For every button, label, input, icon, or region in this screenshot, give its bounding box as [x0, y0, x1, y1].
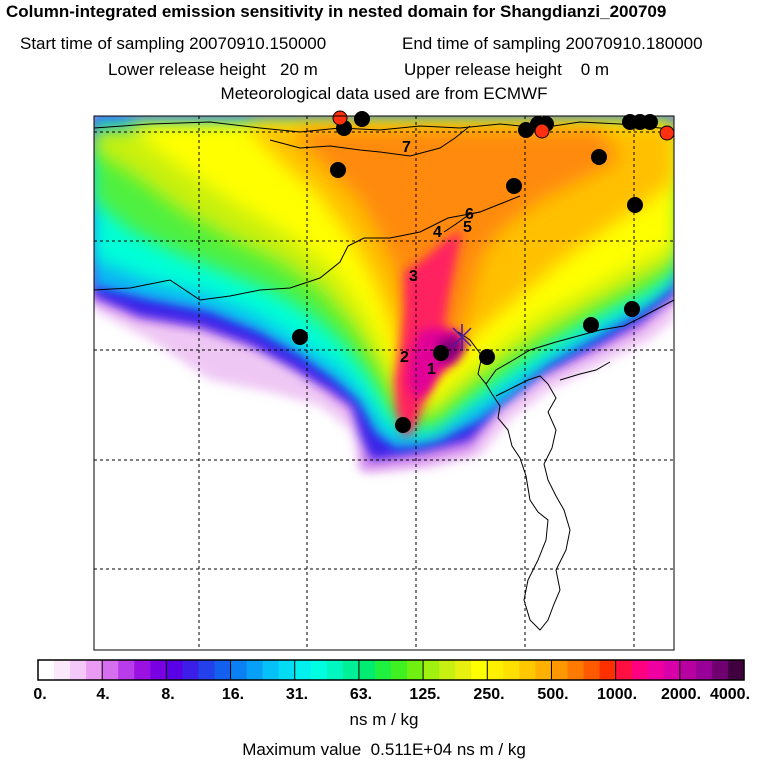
colorbar-frame	[37, 659, 745, 681]
colorbar-tick: 4000.	[709, 686, 751, 703]
release-lower: Lower release height 20 m	[108, 60, 318, 79]
colorbar-tick: 16.	[221, 686, 245, 703]
colorbar-segment	[407, 660, 424, 680]
max-value: Maximum value 0.511E+04 ns m / kg	[242, 740, 526, 759]
colorbar-segment	[86, 660, 103, 680]
colorbar-segment	[166, 660, 184, 680]
colorbar-segment	[54, 660, 71, 680]
colorbar-segment	[198, 660, 216, 680]
colorbar-segment	[663, 660, 681, 680]
colorbar-segment	[294, 660, 312, 680]
colorbar-segment	[310, 660, 328, 680]
trajectory-labels: 1 2 3 4 5 6 7	[400, 139, 474, 378]
sampling-end: End time of sampling 20070910.180000	[402, 34, 703, 53]
map-frame	[93, 115, 675, 651]
colorbar-segment	[278, 660, 296, 680]
trajectory-label: 3	[409, 268, 418, 285]
station-markers	[292, 110, 675, 433]
colorbar-segment	[455, 660, 472, 680]
colorbar-segment	[487, 660, 504, 680]
colorbar-tick: 2000.	[660, 686, 702, 703]
colorbar-segment	[439, 660, 456, 680]
colorbar-segment	[70, 660, 87, 680]
colorbar-segment	[150, 660, 167, 680]
colorbar-segment	[551, 660, 569, 680]
release-upper: Upper release height 0 m	[404, 60, 610, 79]
colorbar-segment	[262, 660, 280, 680]
colorbar-segment	[647, 660, 665, 680]
colorbar-tick: 125.	[409, 686, 441, 703]
colorbar-segment	[423, 660, 440, 680]
colorbar	[38, 660, 745, 680]
colorbar-segment	[615, 660, 633, 680]
colorbar-tick: 4.	[96, 686, 110, 703]
colorbar-segment	[246, 660, 264, 680]
trajectory-label: 6	[465, 206, 474, 223]
colorbar-segment	[695, 660, 713, 680]
colorbar-segment	[631, 660, 649, 680]
trajectory-label: 1	[427, 361, 436, 378]
colorbar-segment	[214, 660, 232, 680]
trajectory-label: 7	[402, 139, 411, 156]
release-site-marker	[452, 324, 472, 350]
colorbar-segment	[134, 660, 151, 680]
colorbar-segment	[118, 660, 135, 680]
trajectory-label: 2	[400, 349, 409, 366]
colorbar-tick: 500.	[537, 686, 569, 703]
colorbar-segment	[519, 660, 537, 680]
colorbar-segment	[583, 660, 601, 680]
colorbar-segment	[679, 660, 697, 680]
colorbar-segment	[102, 660, 119, 680]
colorbar-segment	[567, 660, 585, 680]
colorbar-segment	[503, 660, 520, 680]
colorbar-segment	[391, 660, 408, 680]
sampling-start: Start time of sampling 20070910.150000	[20, 34, 327, 53]
trajectory-label: 4	[433, 224, 442, 241]
colorbar-tick: 8.	[161, 686, 175, 703]
colorbar-tick: 0.	[33, 686, 47, 703]
colorbar-segment	[599, 660, 617, 680]
trajectory-label: 5	[463, 219, 472, 236]
colorbar-segment	[535, 660, 553, 680]
sensitivity-field	[94, 116, 674, 474]
colorbar-tick: 250.	[473, 686, 505, 703]
colorbar-segment	[182, 660, 200, 680]
colorbar-segment	[358, 660, 376, 680]
colorbar-segment	[711, 660, 729, 680]
colorbar-tick: 31.	[285, 686, 309, 703]
map-title: Column-integrated emission sensitivity i…	[6, 2, 667, 21]
colorbar-segment	[38, 660, 55, 680]
colorbar-segment	[326, 660, 344, 680]
meteo-source: Meteorological data used are from ECMWF	[220, 84, 548, 103]
colorbar-segment	[374, 660, 392, 680]
colorbar-units: ns m / kg	[349, 710, 419, 729]
colorbar-segment	[471, 660, 488, 680]
colorbar-segment	[230, 660, 248, 680]
colorbar-segment	[727, 660, 745, 680]
graticule	[94, 116, 674, 650]
colorbar-tick: 1000.	[596, 686, 638, 703]
colorbar-segment	[342, 660, 360, 680]
colorbar-tick: 63.	[349, 686, 373, 703]
